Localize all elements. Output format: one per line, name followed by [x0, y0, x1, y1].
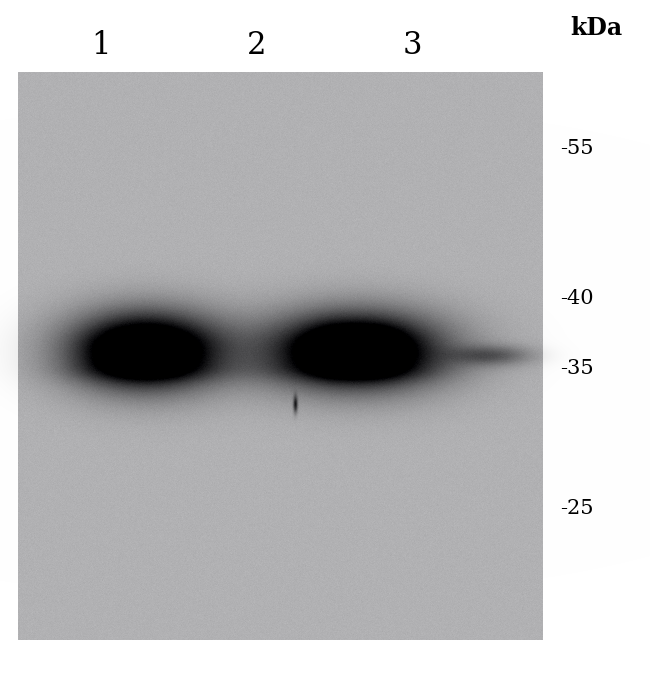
Text: -25: -25 — [560, 499, 593, 517]
Text: 3: 3 — [403, 29, 422, 60]
Text: -55: -55 — [560, 138, 593, 158]
Text: -35: -35 — [560, 358, 593, 377]
Text: 2: 2 — [247, 29, 266, 60]
Text: kDa: kDa — [570, 16, 622, 40]
Text: -40: -40 — [560, 288, 593, 308]
Text: 1: 1 — [91, 29, 111, 60]
